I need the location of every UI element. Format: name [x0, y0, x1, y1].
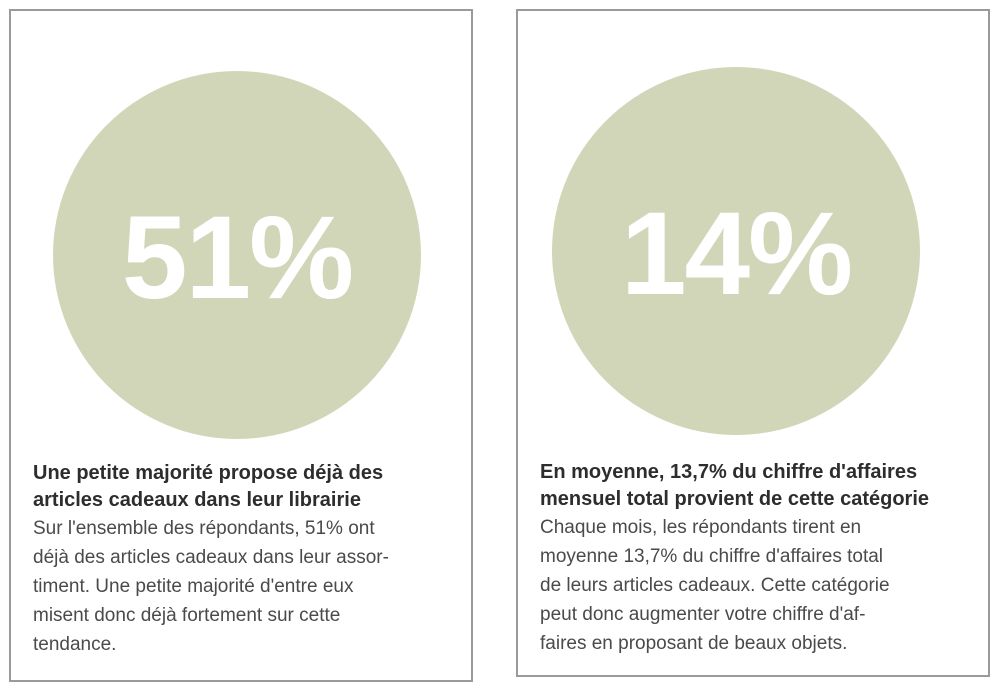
- body-line: tendance.: [33, 634, 117, 655]
- card-body: Sur l'ensemble des répondants, 51% ont d…: [33, 514, 451, 659]
- card-body: Chaque mois, les répondants tirent en mo…: [540, 513, 972, 658]
- card-text: Une petite majorité propose déjà des art…: [33, 460, 451, 659]
- headline-line: mensuel total provient de cette catégori…: [540, 488, 929, 510]
- headline-line: Une petite majorité propose déjà des: [33, 462, 384, 484]
- card-text: En moyenne, 13,7% du chiffre d'affaires …: [540, 459, 972, 658]
- body-line: moyenne 13,7% du chiffre d'affaires tota…: [540, 546, 884, 567]
- headline-line: En moyenne, 13,7% du chiffre d'affaires: [540, 461, 918, 483]
- body-line: misent donc déjà fortement sur cette: [33, 605, 341, 626]
- stat-value: 14%: [620, 188, 853, 320]
- body-line: Sur l'ensemble des répondants, 51% ont: [33, 518, 375, 539]
- body-line: timent. Une petite majorité d'entre eux: [33, 576, 354, 597]
- stat-value: 51%: [121, 192, 354, 324]
- stat-card-gift-articles: 51% Une petite majorité propose déjà des…: [9, 9, 473, 682]
- body-line: déjà des articles cadeaux dans leur asso…: [33, 547, 389, 568]
- headline-line: articles cadeaux dans leur librairie: [33, 489, 361, 511]
- body-line: Chaque mois, les répondants tirent en: [540, 517, 862, 538]
- card-headline: Une petite majorité propose déjà des art…: [33, 460, 451, 514]
- body-line: peut donc augmenter votre chiffre d'af-: [540, 604, 866, 625]
- stat-circle: 51%: [53, 71, 421, 439]
- stat-circle: 14%: [552, 67, 920, 435]
- stat-card-revenue-share: 14% En moyenne, 13,7% du chiffre d'affai…: [516, 9, 990, 677]
- card-headline: En moyenne, 13,7% du chiffre d'affaires …: [540, 459, 972, 513]
- body-line: de leurs articles cadeaux. Cette catégor…: [540, 575, 890, 596]
- body-line: faires en proposant de beaux objets.: [540, 633, 848, 654]
